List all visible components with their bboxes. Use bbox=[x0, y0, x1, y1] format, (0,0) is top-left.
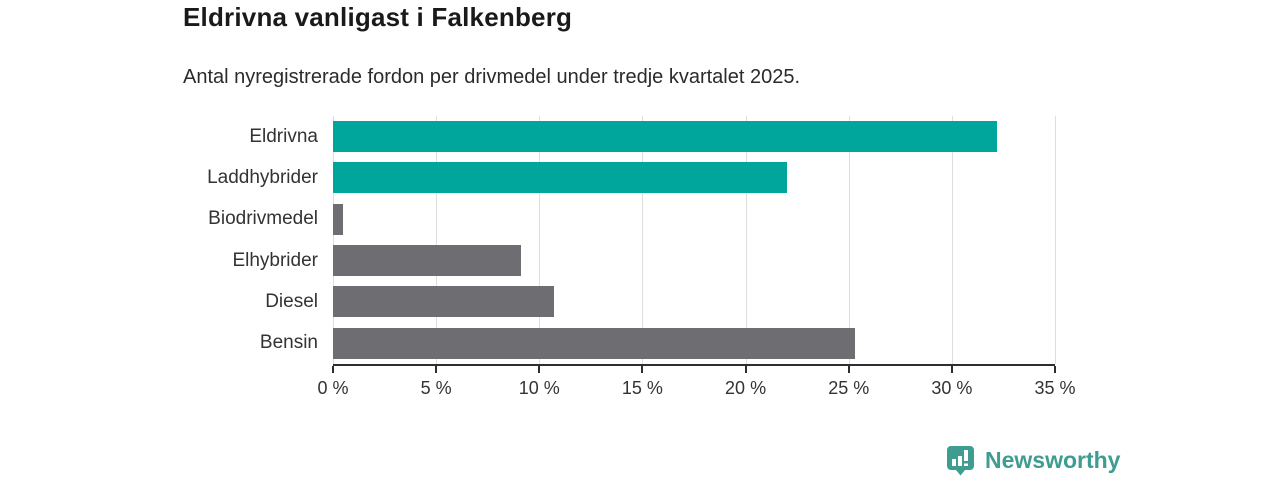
newsworthy-wordmark: Newsworthy bbox=[985, 447, 1121, 473]
bar bbox=[333, 245, 521, 277]
gridline bbox=[745, 116, 747, 364]
category-label: Bensin bbox=[259, 332, 318, 354]
gridline bbox=[642, 116, 644, 364]
newsworthy-chart-pin-icon bbox=[947, 446, 974, 476]
axis-tick-label: 25 % bbox=[828, 378, 870, 398]
plot-area bbox=[333, 116, 1056, 364]
axis-tick-label: 5 % bbox=[420, 378, 452, 398]
bar-row bbox=[333, 323, 1055, 364]
axis-tick bbox=[744, 366, 747, 373]
axis-tick bbox=[641, 366, 644, 373]
bar-row bbox=[333, 281, 1055, 322]
chart-subtitle: Antal nyregistrerade fordon per drivmede… bbox=[183, 66, 801, 88]
gridline bbox=[951, 116, 953, 364]
bar-row bbox=[333, 116, 1055, 157]
gridline bbox=[436, 116, 438, 364]
axis-tick-label: 10 % bbox=[518, 378, 560, 398]
bar-row bbox=[333, 157, 1055, 198]
axis-tick bbox=[538, 366, 541, 373]
category-label: Biodrivmedel bbox=[208, 208, 318, 230]
axis-tick bbox=[1054, 366, 1056, 373]
bar bbox=[333, 286, 554, 318]
axis-tick-label: 0 % bbox=[317, 378, 349, 398]
bar-row bbox=[333, 199, 1055, 240]
axis-tick bbox=[847, 366, 850, 373]
gridline bbox=[848, 116, 850, 364]
axis-tick-label: 30 % bbox=[931, 378, 973, 398]
newsworthy-logo: Newsworthy bbox=[944, 444, 1120, 477]
bar bbox=[333, 121, 998, 153]
chart-title: Eldrivna vanligast i Falkenberg bbox=[183, 2, 573, 32]
category-axis-labels: Eldrivna Laddhybrider Biodrivmedel Elhybrid… bbox=[0, 116, 318, 364]
axis-tick bbox=[435, 366, 438, 373]
category-label: Laddhybrider bbox=[207, 166, 318, 188]
axis-tick bbox=[950, 366, 953, 373]
bar-row bbox=[333, 240, 1055, 281]
category-label: Elhybrider bbox=[232, 249, 318, 271]
bar-rows bbox=[333, 116, 1055, 364]
category-label: Eldrivna bbox=[249, 125, 318, 147]
gridline bbox=[539, 116, 541, 364]
bar bbox=[333, 203, 344, 235]
axis-tick-label: 35 % bbox=[1034, 378, 1076, 398]
category-label: Diesel bbox=[265, 290, 318, 312]
gridline bbox=[1055, 116, 1056, 364]
axis-tick-label: 15 % bbox=[621, 378, 663, 398]
x-axis: 0 % 5 % 10 % 15 % 20 % 25 % 30 % 35 % bbox=[317, 364, 1076, 408]
bar bbox=[333, 327, 855, 359]
axis-tick bbox=[332, 366, 334, 373]
gridline bbox=[333, 116, 334, 364]
bar bbox=[333, 162, 787, 194]
axis-tick-label: 20 % bbox=[725, 378, 767, 398]
